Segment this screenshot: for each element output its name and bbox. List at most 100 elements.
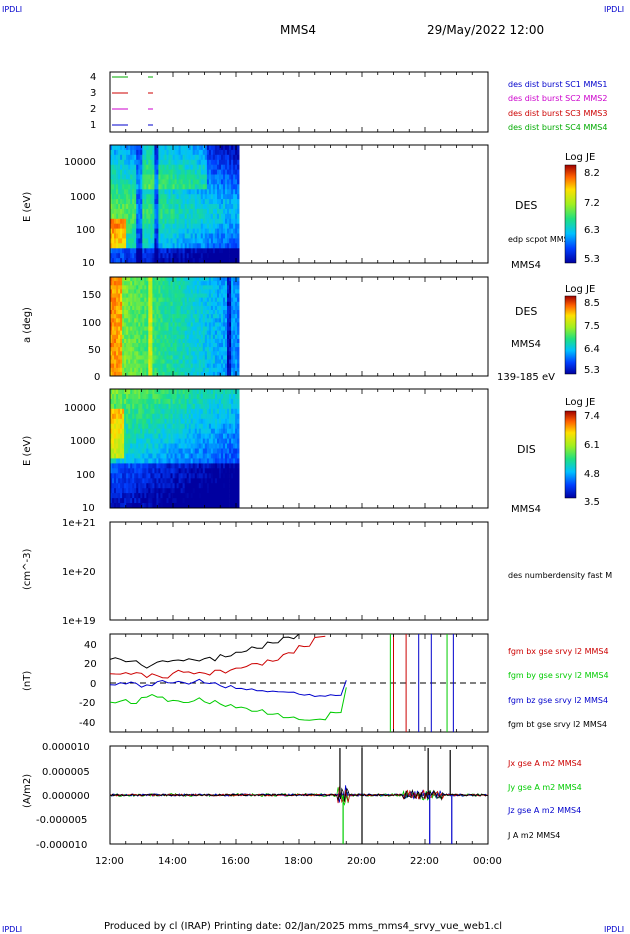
- spectrogram-cell: [126, 326, 129, 331]
- spectrogram-cell: [172, 438, 175, 444]
- spectrogram-cell: [178, 498, 181, 504]
- spectrogram-cell: [219, 498, 222, 504]
- spectrogram-cell: [130, 243, 133, 249]
- spectrogram-cell: [136, 443, 139, 449]
- spectrogram-cell: [122, 164, 125, 170]
- spectrogram-cell: [225, 423, 228, 430]
- spectrogram-cell: [210, 322, 214, 327]
- spectrogram-cell: [116, 473, 119, 479]
- spectrogram-cell: [196, 310, 200, 315]
- spectrogram-cell: [219, 179, 222, 185]
- spectrogram-cell: [172, 293, 175, 298]
- spectrogram-cell: [168, 218, 171, 225]
- spectrogram-cell: [180, 468, 183, 474]
- spectrogram-cell: [188, 310, 192, 315]
- spectrogram-cell: [142, 326, 145, 331]
- spectrogram-cell: [114, 413, 117, 420]
- spectrogram-cell: [140, 488, 143, 494]
- spectrogram-cell: [194, 149, 198, 156]
- spectrogram-cell: [186, 243, 190, 249]
- spectrogram-cell: [227, 488, 230, 494]
- spectrogram-cell: [174, 277, 177, 282]
- spectrogram-cell: [164, 145, 167, 151]
- spectrogram-cell: [182, 258, 185, 264]
- spectrogram-cell: [114, 223, 117, 229]
- spectrogram-cell: [180, 322, 183, 327]
- spectrogram-cell: [116, 213, 119, 220]
- spectrogram-cell: [214, 314, 218, 319]
- spectrogram-cell: [200, 293, 204, 298]
- spectrogram-cell: [136, 403, 139, 410]
- spectrogram-cell: [166, 289, 169, 294]
- spectrogram-cell: [122, 408, 125, 415]
- spectrogram-cell: [170, 314, 173, 319]
- spectrogram-cell: [130, 408, 133, 415]
- spectrogram-cell: [146, 164, 149, 170]
- spectrogram-cell: [124, 145, 127, 151]
- spectrogram-cell: [231, 213, 234, 220]
- spectrogram-cell: [156, 347, 159, 352]
- spectrogram-cell: [162, 248, 165, 254]
- spectrogram-cell: [210, 223, 214, 229]
- spectrogram-cell: [142, 355, 145, 360]
- spectrogram-cell: [237, 478, 240, 484]
- spectrogram-cell: [124, 355, 127, 360]
- spectrogram-cell: [180, 351, 183, 356]
- spectrogram-cell: [214, 389, 218, 395]
- spectrogram-cell: [237, 347, 240, 352]
- spectrogram-cell: [166, 326, 169, 331]
- spectrogram-cell: [150, 233, 153, 239]
- spectrogram-cell: [208, 305, 212, 311]
- spectrogram-cell: [138, 488, 141, 494]
- spectrogram-cell: [168, 438, 171, 444]
- spectrogram-cell: [154, 473, 157, 479]
- spectrogram-cell: [221, 359, 224, 364]
- spectrogram-cell: [114, 359, 117, 364]
- spectrogram-cell: [120, 228, 123, 234]
- spectrogram-cell: [122, 478, 125, 484]
- spectrogram-cell: [152, 473, 155, 479]
- spectrogram-cell: [208, 398, 212, 405]
- spectrogram-cell: [235, 478, 238, 484]
- spectrogram-cell: [116, 169, 119, 175]
- spectrogram-cell: [160, 194, 163, 200]
- spectrogram-cell: [186, 184, 190, 190]
- spectrogram-cell: [124, 330, 127, 336]
- spectrogram-cell: [166, 184, 169, 190]
- spectrogram-cell: [206, 338, 210, 344]
- spectrogram-cell: [223, 305, 226, 311]
- spectrogram-cell: [120, 258, 123, 264]
- spectrogram-cell: [202, 359, 206, 364]
- spectrogram-cell: [192, 503, 196, 509]
- spectrogram-cell: [130, 305, 133, 311]
- spectrogram-cell: [176, 493, 179, 499]
- spectrogram-cell: [138, 334, 141, 340]
- spectrogram-cell: [154, 428, 157, 435]
- spectrogram-cell: [190, 194, 194, 200]
- spectrogram-cell: [229, 473, 232, 479]
- spectrogram-cell: [164, 423, 167, 430]
- spectrogram-cell: [176, 233, 179, 239]
- spectrogram-cell: [124, 493, 127, 499]
- spectrogram-cell: [229, 318, 232, 323]
- spectrogram-cell: [146, 326, 149, 331]
- spectrogram-cell: [130, 169, 133, 175]
- spectrogram-cell: [204, 330, 208, 336]
- spectrogram-cell: [231, 159, 234, 166]
- spectrogram-cell: [146, 204, 149, 210]
- spectrogram-cell: [132, 488, 135, 494]
- spectrogram-cell: [186, 154, 190, 161]
- spectrogram-cell: [204, 301, 208, 307]
- spectrogram-cell: [231, 367, 234, 373]
- spectrogram-cell: [142, 389, 145, 395]
- spectrogram-cell: [162, 314, 165, 319]
- spectrogram-cell: [170, 293, 173, 298]
- spectrogram-cell: [116, 199, 119, 205]
- spectrogram-cell: [160, 149, 163, 156]
- spectrogram-cell: [194, 343, 198, 348]
- spectrogram-cell: [166, 351, 169, 356]
- spectrogram-cell: [176, 408, 179, 415]
- spectrogram-cell: [190, 418, 194, 425]
- spectrogram-cell: [178, 453, 181, 459]
- spectrogram-cell: [223, 363, 226, 369]
